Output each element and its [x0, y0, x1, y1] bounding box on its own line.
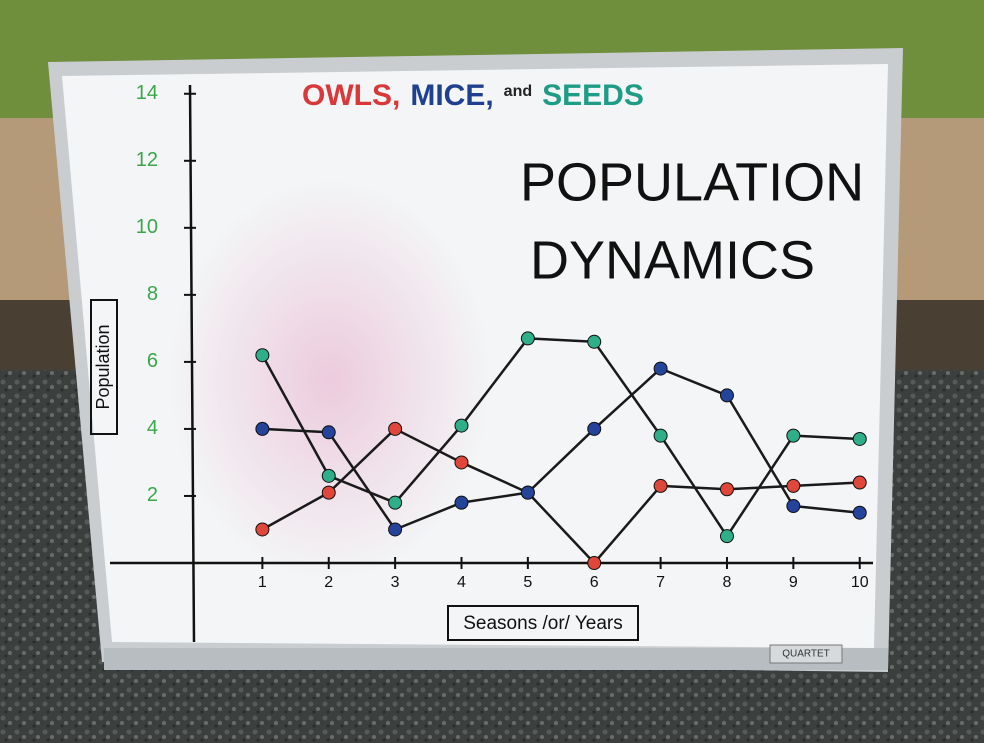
x-tick-label: 7	[656, 574, 665, 591]
data-point	[787, 429, 800, 442]
y-tick-label: 14	[136, 82, 158, 104]
data-point	[588, 557, 601, 570]
data-point	[455, 419, 468, 432]
photo-scene: OWLS, MICE, and SEEDS POPULATION DYNAMICS P…	[0, 0, 984, 743]
title-word: MICE,	[410, 79, 493, 112]
x-tick-label: 10	[851, 574, 869, 591]
data-point	[521, 486, 534, 499]
data-point	[322, 486, 335, 499]
data-point	[588, 335, 601, 348]
data-point	[322, 426, 335, 439]
x-tick-label: 6	[590, 574, 599, 591]
brand: QUARTET	[782, 649, 830, 660]
subtitle-line: DYNAMICS	[530, 230, 815, 290]
x-tick-label: 9	[789, 574, 798, 591]
data-point	[720, 389, 733, 402]
data-point	[389, 523, 402, 536]
data-point	[389, 496, 402, 509]
title: OWLS, MICE, and SEEDS	[302, 79, 644, 112]
data-point	[720, 530, 733, 543]
data-point	[256, 422, 269, 435]
y-tick-label: 10	[136, 216, 158, 238]
x-tick-label: 4	[457, 574, 466, 591]
y-tick-label: 8	[147, 283, 158, 305]
x-tick-label: 2	[324, 574, 333, 591]
data-point	[389, 422, 402, 435]
title-word: OWLS,	[302, 79, 400, 112]
y-axis-label: Population	[93, 324, 113, 409]
data-point	[588, 422, 601, 435]
data-point	[455, 456, 468, 469]
y-tick-label: 12	[136, 149, 158, 171]
x-axis-label: Seasons /or/ Years	[463, 613, 623, 634]
y-tick-label: 4	[147, 417, 158, 439]
data-point	[256, 349, 269, 362]
data-point	[787, 500, 800, 513]
x-tick-label: 3	[391, 574, 400, 591]
data-point	[720, 483, 733, 496]
x-tick-label: 8	[723, 574, 732, 591]
page: {"chart_data": { "type": "line", "title"…	[0, 0, 984, 743]
x-tick-label: 1	[258, 574, 267, 591]
data-point	[853, 476, 866, 489]
data-point	[654, 479, 667, 492]
title-word: and	[504, 83, 532, 100]
data-point	[455, 496, 468, 509]
data-point	[853, 506, 866, 519]
data-point	[256, 523, 269, 536]
data-point	[521, 332, 534, 345]
y-tick-label: 2	[147, 484, 158, 506]
x-tick-label: 5	[523, 574, 532, 591]
data-point	[654, 362, 667, 375]
eraser-smudge	[170, 180, 490, 580]
data-point	[787, 479, 800, 492]
y-tick-label: 6	[147, 350, 158, 372]
data-point	[654, 429, 667, 442]
data-point	[322, 469, 335, 482]
data-point	[853, 432, 866, 445]
subtitle-line: POPULATION	[520, 152, 864, 212]
title-word: SEEDS	[542, 79, 644, 112]
